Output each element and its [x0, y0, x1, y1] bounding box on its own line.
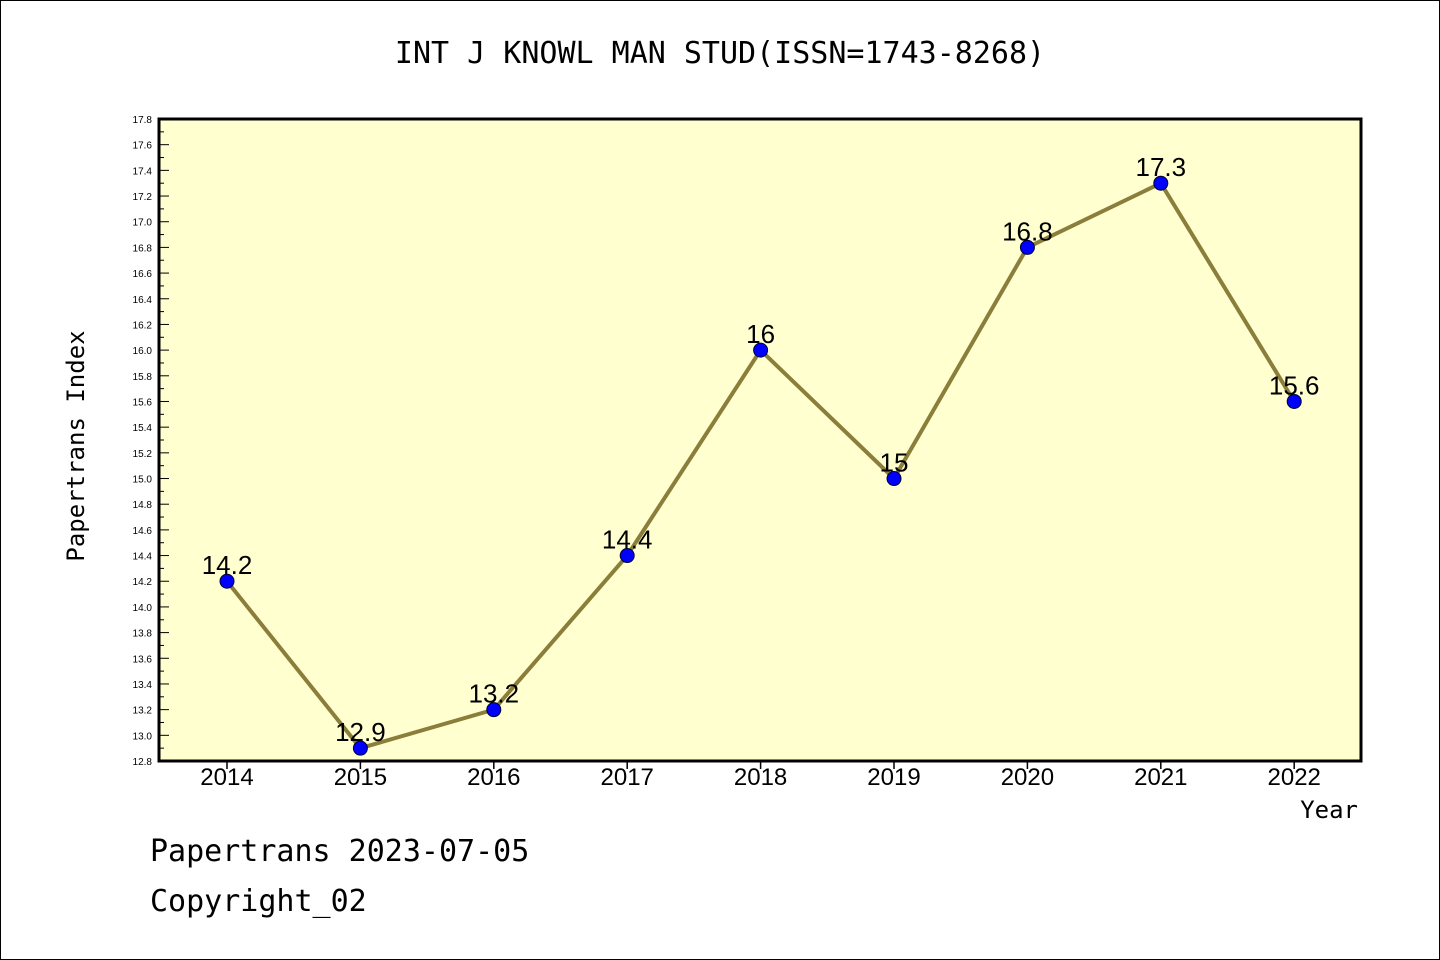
x-tick-label: 2015	[334, 764, 387, 791]
y-tick-label: 16.4	[133, 295, 153, 306]
y-tick-label: 15.4	[133, 423, 153, 434]
data-point	[753, 342, 769, 358]
x-tick-label: 2014	[200, 764, 253, 791]
data-label: 15	[880, 448, 909, 478]
y-tick-label: 13.0	[133, 731, 153, 742]
footer-date: Papertrans 2023-07-05	[150, 834, 530, 869]
y-tick-label: 15.6	[133, 397, 153, 408]
footer-copyright: Copyright_02	[150, 884, 367, 919]
y-tick-label: 12.8	[133, 757, 153, 768]
y-tick-label: 17.2	[133, 192, 153, 203]
data-point	[352, 740, 368, 756]
y-tick-label: 13.4	[133, 680, 153, 691]
data-label: 16	[746, 319, 775, 349]
data-point	[886, 471, 902, 487]
plot-background	[159, 119, 1361, 761]
x-tick-label: 2020	[1001, 764, 1054, 791]
data-point	[1019, 239, 1035, 255]
y-tick-label: 14.4	[133, 552, 153, 563]
y-tick-label: 13.2	[133, 706, 153, 717]
y-tick-label: 13.8	[133, 629, 153, 640]
y-tick-label: 15.0	[133, 475, 153, 486]
data-label: 14.2	[202, 550, 253, 580]
x-tick-label: 2016	[467, 764, 520, 791]
data-label: 12.9	[335, 717, 386, 747]
data-point	[486, 702, 502, 718]
x-tick-label: 2017	[601, 764, 654, 791]
x-tick-label: 2022	[1268, 764, 1321, 791]
y-tick-label: 13.6	[133, 654, 153, 665]
x-tick-label: 2018	[734, 764, 787, 791]
y-tick-label: 15.8	[133, 372, 153, 383]
data-point	[619, 548, 635, 564]
y-tick-label: 17.4	[133, 166, 153, 177]
y-tick-label: 15.2	[133, 449, 153, 460]
y-tick-label: 14.8	[133, 500, 153, 511]
x-tick-label: 2019	[867, 764, 920, 791]
data-label: 15.6	[1269, 370, 1320, 400]
y-tick-label: 16.8	[133, 243, 153, 254]
y-tick-label: 14.6	[133, 526, 153, 537]
x-axis-label: Year	[1300, 796, 1358, 824]
y-tick-label: 17.6	[133, 141, 153, 152]
x-tick-label: 2021	[1134, 764, 1187, 791]
y-tick-label: 14.0	[133, 603, 153, 614]
data-label: 14.4	[602, 525, 653, 555]
data-point	[219, 573, 235, 589]
data-label: 17.3	[1135, 152, 1186, 182]
y-tick-label: 14.2	[133, 577, 153, 588]
data-label: 13.2	[468, 679, 519, 709]
data-label: 16.8	[1002, 216, 1053, 246]
y-tick-label: 17.0	[133, 218, 153, 229]
data-point	[1153, 175, 1169, 191]
y-tick-label: 16.0	[133, 346, 153, 357]
y-tick-label: 16.2	[133, 320, 153, 331]
data-point	[1286, 393, 1302, 409]
y-tick-label: 16.6	[133, 269, 153, 280]
chart-title: INT J KNOWL MAN STUD(ISSN=1743-8268)	[394, 36, 1046, 71]
plot-border	[157, 117, 1363, 763]
y-tick-label: 17.8	[133, 115, 153, 126]
